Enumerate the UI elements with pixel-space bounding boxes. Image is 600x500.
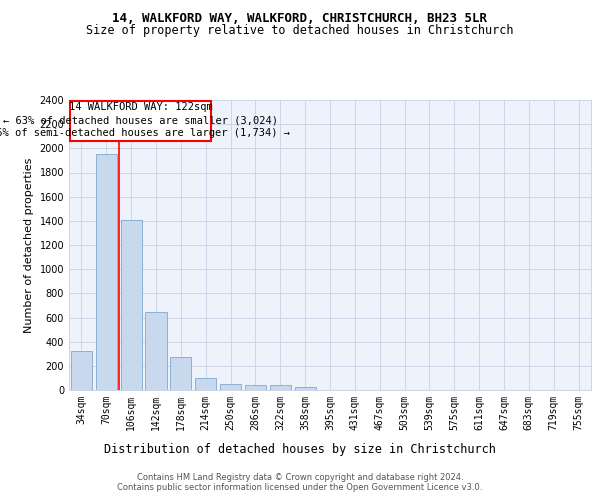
Text: Contains HM Land Registry data © Crown copyright and database right 2024.: Contains HM Land Registry data © Crown c… [137,472,463,482]
Bar [71,352,92,390]
FancyBboxPatch shape [70,101,211,141]
Text: 14, WALKFORD WAY, WALKFORD, CHRISTCHURCH, BH23 5LR: 14, WALKFORD WAY, WALKFORD, CHRISTCHURCH… [113,12,487,26]
Bar [121,220,142,390]
Text: Contains public sector information licensed under the Open Government Licence v3: Contains public sector information licen… [118,482,482,492]
Bar [270,386,291,390]
Text: ← 63% of detached houses are smaller (3,024): ← 63% of detached houses are smaller (3,… [3,115,278,125]
Bar [295,388,316,390]
Bar [170,358,191,390]
Bar [220,384,241,390]
Text: 14 WALKFORD WAY: 122sqm: 14 WALKFORD WAY: 122sqm [68,102,212,113]
Y-axis label: Number of detached properties: Number of detached properties [24,158,34,332]
Text: 36% of semi-detached houses are larger (1,734) →: 36% of semi-detached houses are larger (… [0,128,290,138]
Bar [195,378,216,390]
Text: Size of property relative to detached houses in Christchurch: Size of property relative to detached ho… [86,24,514,37]
Text: Distribution of detached houses by size in Christchurch: Distribution of detached houses by size … [104,442,496,456]
Bar [245,385,266,390]
Bar [145,312,167,390]
Bar [96,154,117,390]
